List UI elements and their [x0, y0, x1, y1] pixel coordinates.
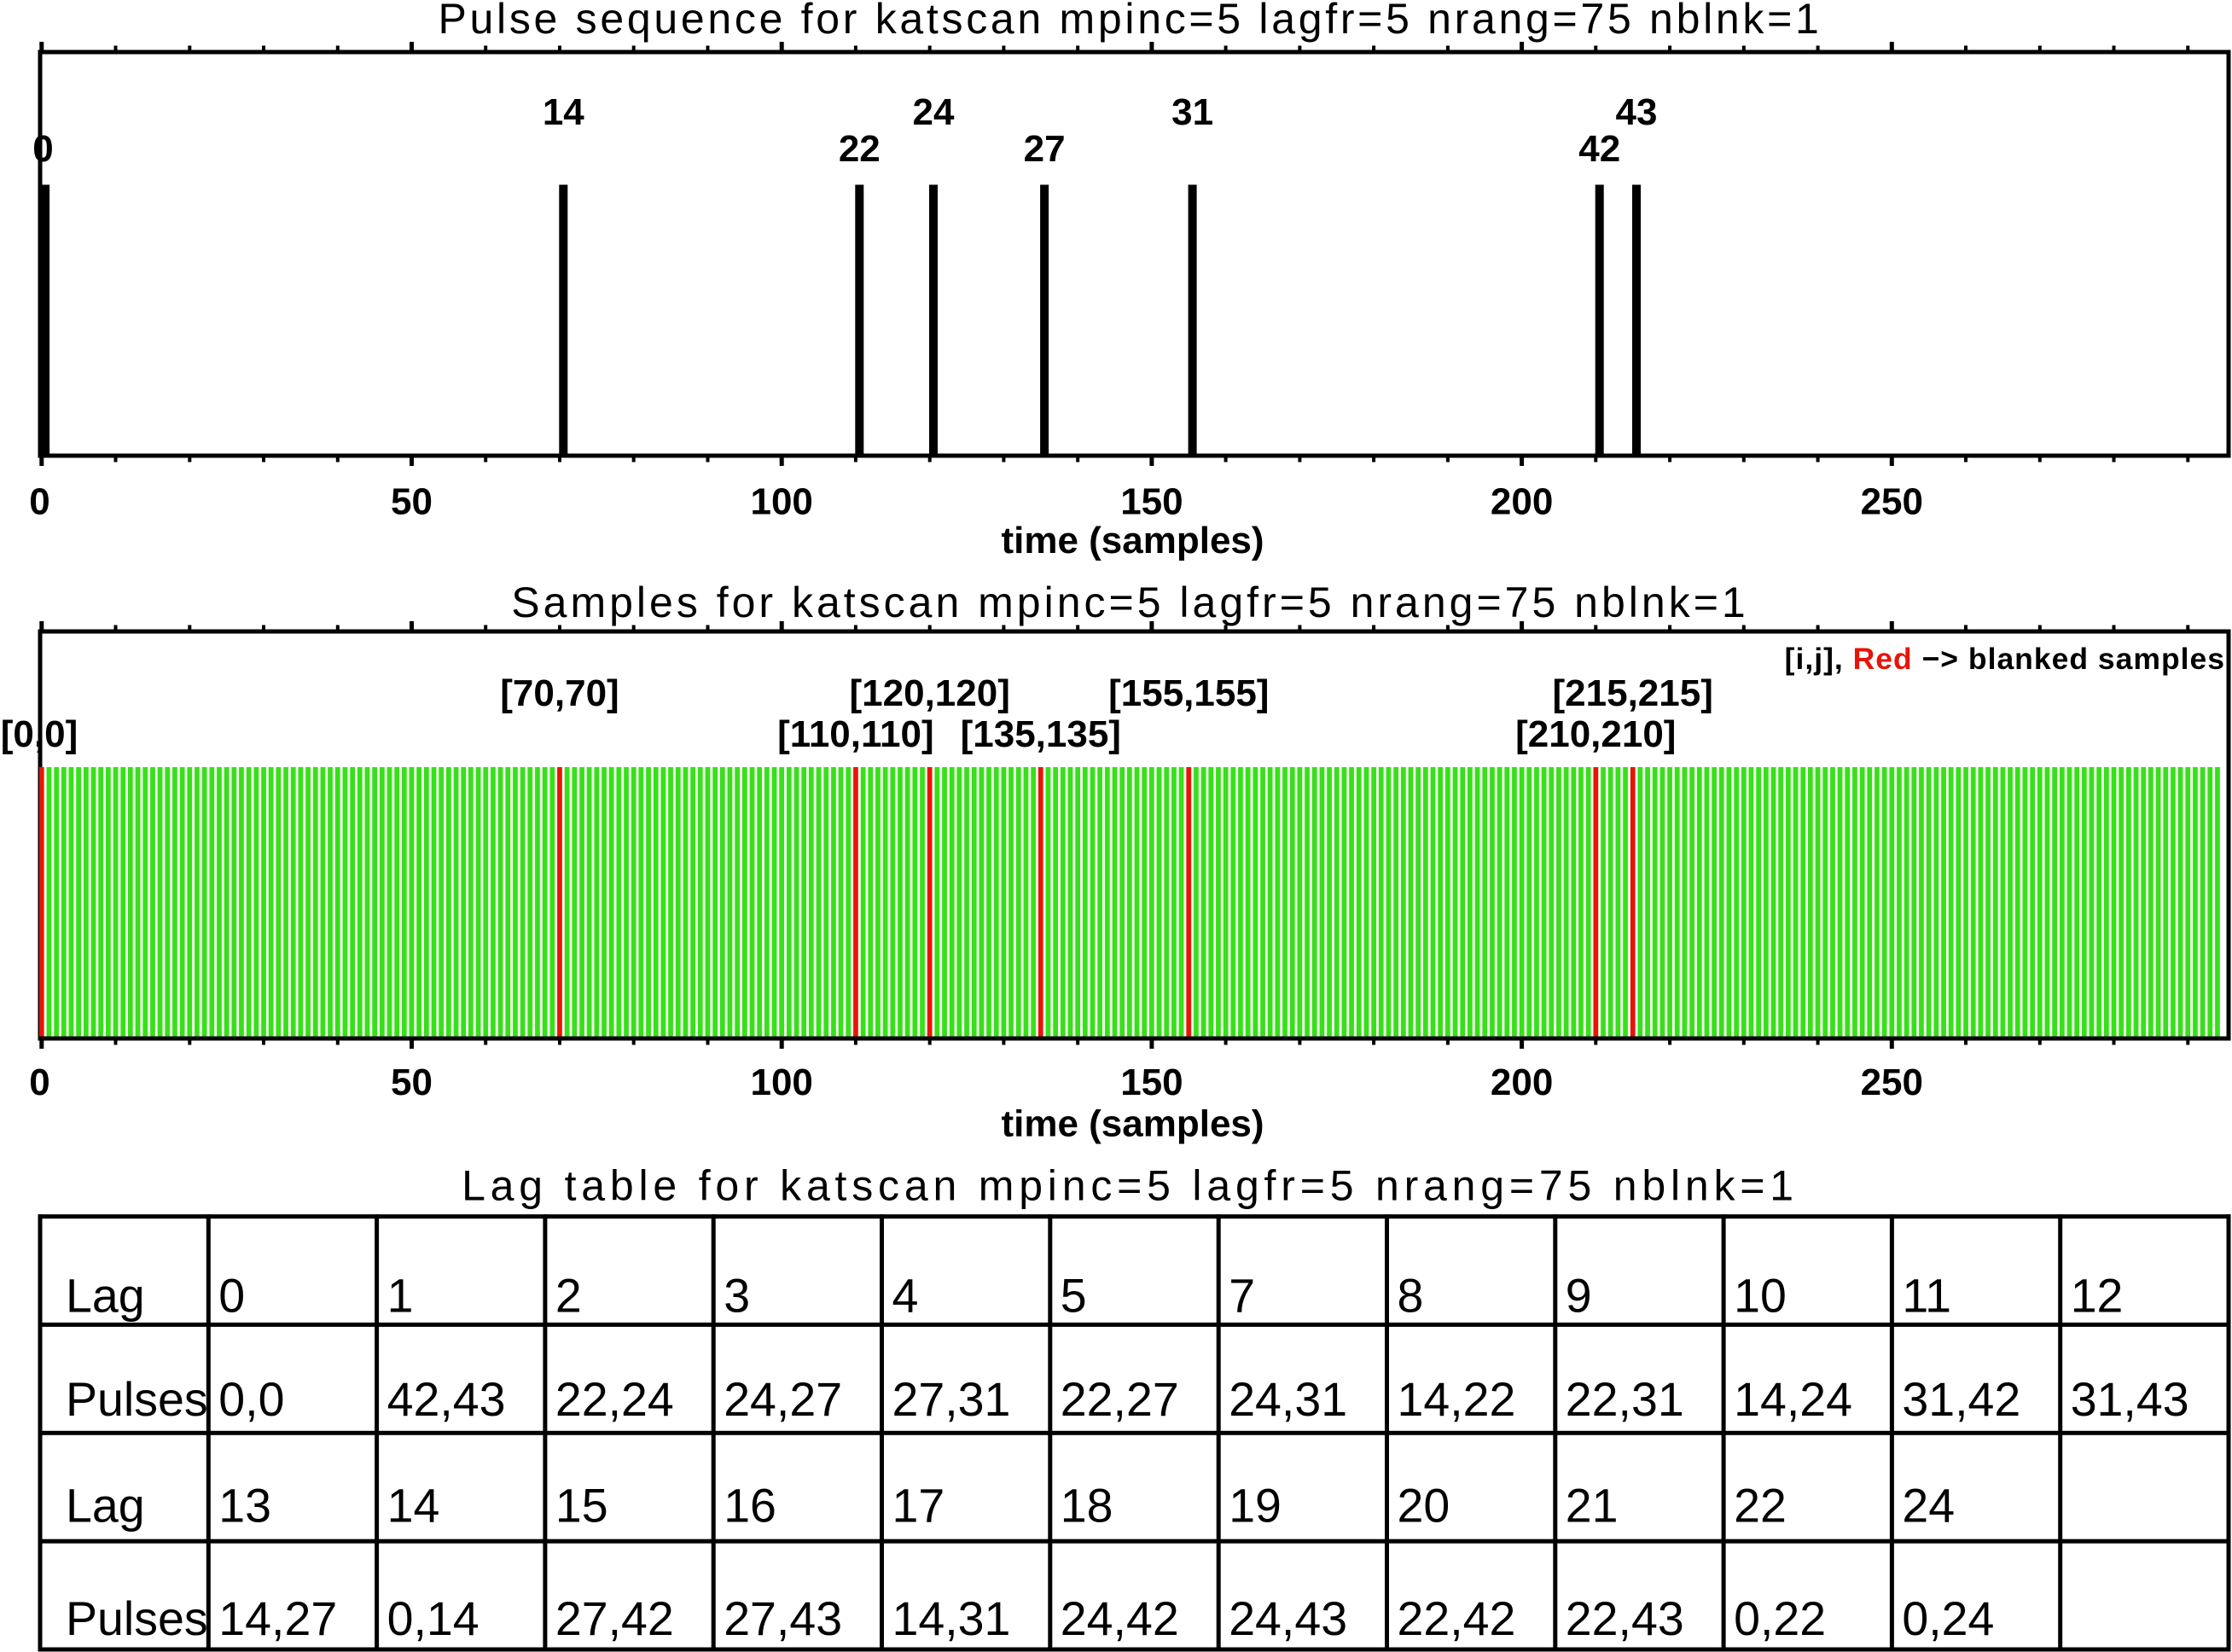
svg-text:19: 19 — [1229, 1480, 1282, 1533]
svg-text:[210,210]: [210,210] — [1515, 713, 1676, 755]
svg-text:27,43: 27,43 — [724, 1592, 842, 1645]
svg-text:27: 27 — [1024, 128, 1066, 170]
svg-text:24,31: 24,31 — [1229, 1373, 1347, 1426]
svg-text:[70,70]: [70,70] — [500, 672, 619, 714]
svg-text:24,43: 24,43 — [1229, 1592, 1347, 1645]
svg-text:16: 16 — [724, 1480, 776, 1533]
svg-text:24,27: 24,27 — [724, 1373, 842, 1426]
svg-text:11: 11 — [1902, 1270, 1951, 1323]
svg-text:[0,0]: [0,0] — [1, 713, 78, 755]
svg-text:10: 10 — [1734, 1270, 1787, 1323]
svg-text:Samples for katscan mpinc=5 la: Samples for katscan mpinc=5 lagfr=5 nran… — [511, 579, 1748, 626]
svg-text:0,14: 0,14 — [387, 1592, 480, 1645]
svg-text:Pulses: Pulses — [66, 1373, 208, 1426]
svg-text:time (samples): time (samples) — [1001, 1103, 1264, 1145]
svg-text:42: 42 — [1578, 128, 1620, 170]
svg-text:12: 12 — [2071, 1270, 2124, 1323]
svg-text:150: 150 — [1120, 1062, 1183, 1103]
svg-text:50: 50 — [391, 1062, 433, 1103]
svg-text:24,42: 24,42 — [1061, 1592, 1179, 1645]
svg-text:1: 1 — [387, 1270, 414, 1323]
svg-text:31,43: 31,43 — [2071, 1373, 2189, 1426]
svg-text:15: 15 — [555, 1480, 608, 1533]
svg-text:[120,120]: [120,120] — [850, 672, 1010, 714]
svg-text:14: 14 — [387, 1480, 440, 1533]
svg-text:24: 24 — [913, 91, 955, 133]
svg-text:[155,155]: [155,155] — [1108, 672, 1269, 714]
svg-text:22,24: 22,24 — [555, 1373, 674, 1426]
svg-text:250: 250 — [1861, 1062, 1923, 1103]
svg-text:0: 0 — [29, 1062, 49, 1103]
svg-text:4: 4 — [892, 1270, 919, 1323]
svg-text:27,31: 27,31 — [892, 1373, 1011, 1426]
svg-text:[i,j], Red −> blanked samples: [i,j], Red −> blanked samples — [1785, 642, 2225, 676]
svg-text:17: 17 — [892, 1480, 945, 1533]
svg-text:14,22: 14,22 — [1398, 1373, 1516, 1426]
svg-text:0,0: 0,0 — [218, 1373, 284, 1426]
svg-text:250: 250 — [1861, 481, 1923, 523]
svg-text:20: 20 — [1398, 1480, 1450, 1533]
svg-text:8: 8 — [1398, 1270, 1424, 1323]
svg-text:9: 9 — [1566, 1270, 1592, 1323]
svg-text:Lag: Lag — [66, 1480, 145, 1533]
svg-text:7: 7 — [1229, 1270, 1255, 1323]
svg-text:50: 50 — [391, 481, 433, 523]
svg-text:0: 0 — [32, 128, 53, 170]
svg-text:0: 0 — [218, 1270, 245, 1323]
svg-text:200: 200 — [1491, 1062, 1553, 1103]
svg-text:100: 100 — [750, 1062, 812, 1103]
svg-text:Pulses: Pulses — [66, 1592, 208, 1645]
svg-text:21: 21 — [1566, 1480, 1619, 1533]
svg-text:22: 22 — [1734, 1480, 1787, 1533]
svg-text:0,22: 0,22 — [1734, 1592, 1826, 1645]
svg-text:22,27: 22,27 — [1061, 1373, 1179, 1426]
svg-text:14,27: 14,27 — [218, 1592, 337, 1645]
svg-text:Pulse sequence for katscan mpi: Pulse sequence for katscan mpinc=5 lagfr… — [438, 0, 1822, 43]
svg-text:42,43: 42,43 — [387, 1373, 506, 1426]
svg-text:100: 100 — [750, 481, 812, 523]
svg-text:22,42: 22,42 — [1398, 1592, 1516, 1645]
svg-text:5: 5 — [1061, 1270, 1087, 1323]
svg-text:[215,215]: [215,215] — [1553, 672, 1713, 714]
svg-text:31: 31 — [1171, 91, 1213, 133]
svg-text:2: 2 — [555, 1270, 582, 1323]
svg-text:22: 22 — [839, 128, 881, 170]
svg-text:14: 14 — [543, 91, 584, 133]
svg-text:0,24: 0,24 — [1902, 1592, 1994, 1645]
svg-text:0: 0 — [29, 481, 49, 523]
svg-text:3: 3 — [724, 1270, 750, 1323]
svg-text:time (samples): time (samples) — [1001, 520, 1264, 561]
svg-text:[135,135]: [135,135] — [961, 713, 1121, 755]
svg-text:18: 18 — [1061, 1480, 1113, 1533]
svg-text:31,42: 31,42 — [1902, 1373, 2020, 1426]
svg-text:150: 150 — [1120, 481, 1183, 523]
svg-text:24: 24 — [1902, 1480, 1955, 1533]
svg-text:22,31: 22,31 — [1566, 1373, 1684, 1426]
svg-text:22,43: 22,43 — [1566, 1592, 1684, 1645]
svg-text:27,42: 27,42 — [555, 1592, 674, 1645]
svg-text:[110,110]: [110,110] — [777, 713, 934, 755]
svg-text:43: 43 — [1616, 91, 1658, 133]
svg-text:Lag: Lag — [66, 1270, 145, 1323]
svg-text:14,31: 14,31 — [892, 1592, 1011, 1645]
svg-text:200: 200 — [1491, 481, 1553, 523]
svg-text:Lag table for katscan mpinc=5: Lag table for katscan mpinc=5 lagfr=5 nr… — [462, 1162, 1799, 1210]
svg-text:14,24: 14,24 — [1734, 1373, 1852, 1426]
svg-text:13: 13 — [218, 1480, 271, 1533]
